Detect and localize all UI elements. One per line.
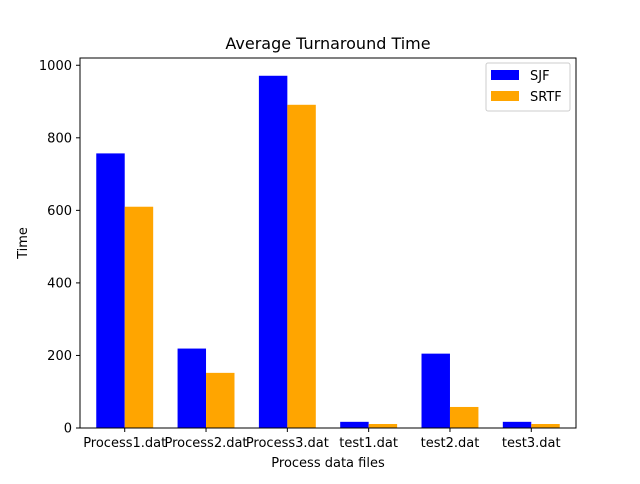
x-tick-label-process3-dat: Process3.dat [246, 436, 329, 451]
bar-sjf-process2-dat [177, 348, 207, 428]
bar-srtf-test1-dat [368, 424, 398, 428]
bar-srtf-process2-dat [206, 372, 235, 428]
plot-frame [79, 57, 577, 429]
bar-sjf-test1-dat [340, 421, 369, 428]
bar-sjf-test3-dat [502, 421, 532, 428]
bar-sjf-process1-dat [96, 153, 125, 428]
bar-sjf-test2-dat [421, 353, 450, 428]
bars-group [96, 75, 560, 429]
y-tick-label: 800 [47, 131, 72, 146]
y-axis-label: Time [16, 227, 31, 260]
legend-label-srtf: SRTF [530, 90, 562, 105]
bar-sjf-process3-dat [258, 75, 288, 429]
chart-title: Average Turnaround Time [225, 34, 430, 53]
y-tick-label: 0 [64, 422, 72, 437]
legend-swatch-srtf [491, 91, 519, 101]
bar-srtf-process1-dat [124, 206, 154, 428]
x-tick-label-test3-dat: test3.dat [502, 436, 561, 451]
x-tick-label-process2-dat: Process2.dat [165, 436, 248, 451]
y-tick-label: 200 [47, 349, 72, 364]
legend: SJF SRTF [485, 62, 571, 112]
bar-srtf-test2-dat [449, 406, 479, 428]
y-tick-label: 400 [47, 276, 72, 291]
x-tick-label-process1-dat: Process1.dat [83, 436, 166, 451]
bar-srtf-process3-dat [287, 104, 316, 428]
legend-swatch-sjf [491, 70, 519, 80]
x-axis-label: Process data files [271, 456, 385, 471]
x-tick-label-test1-dat: test1.dat [339, 436, 398, 451]
y-tick-label: 600 [47, 204, 72, 219]
bar-srtf-test3-dat [531, 424, 560, 428]
x-tick-label-test2-dat: test2.dat [421, 436, 480, 451]
y-tick-label: 1000 [39, 59, 72, 74]
legend-label-sjf: SJF [530, 69, 550, 84]
y-axis: 0 200 400 600 800 1000 [39, 59, 80, 437]
